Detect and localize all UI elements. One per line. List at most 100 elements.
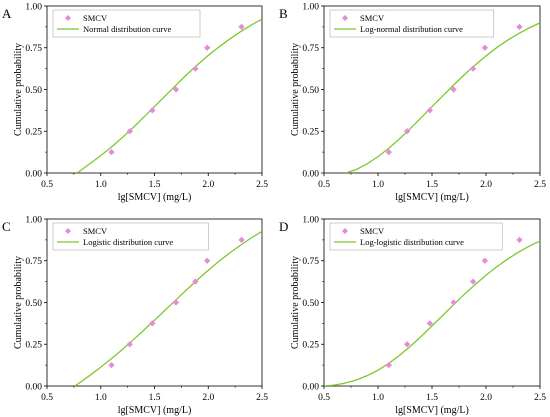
- smcv-data-point: [108, 361, 115, 369]
- panel-letter: D: [279, 219, 288, 234]
- smcv-data-point: [238, 236, 245, 244]
- smcv-data-point: [149, 107, 156, 114]
- y-tick-label: 0.25: [302, 341, 319, 351]
- legend-label-curve: Logistic distribution curve: [83, 237, 173, 247]
- chart-panel-a: 0.5 1.0 1.5 2.0 2.5 0.00 0.25 0.50 0.75 1.00 lg[SM…: [2, 2, 268, 203]
- chart-panel-c: 0.5 1.0 1.5 2.0 2.5 0.00 0.25 0.50 0.75 1.00 lg[SM…: [2, 215, 268, 416]
- x-tick-label: 0.5: [41, 180, 53, 190]
- x-axis-title: lg[SMCV] (mg/L): [118, 192, 192, 203]
- fitted-curve-line: [324, 240, 540, 386]
- legend-point-marker: [342, 228, 348, 234]
- x-tick-label: 2.0: [480, 180, 492, 190]
- y-axis-title: Cumulative probability: [290, 43, 301, 136]
- y-axis-title: Cumulative probability: [290, 256, 301, 349]
- fitted-curve-line: [74, 230, 262, 386]
- smcv-data-point: [403, 128, 411, 135]
- x-tick-label: 0.5: [41, 393, 53, 403]
- y-tick-label: 0.50: [25, 299, 42, 309]
- legend-label-curve: Log-logistic distribution curve: [360, 237, 464, 247]
- x-tick-label: 0.5: [318, 180, 330, 190]
- smcv-data-point: [238, 23, 245, 31]
- x-tick-label: 1.0: [95, 393, 107, 403]
- smcv-data-point: [149, 320, 156, 327]
- y-tick-label: 0.75: [302, 44, 319, 54]
- smcv-data-point: [192, 278, 199, 285]
- y-tick-label: 0.00: [25, 169, 42, 179]
- smcv-data-point: [426, 320, 434, 327]
- panel-letter: C: [2, 219, 11, 234]
- legend-point-marker: [342, 15, 348, 21]
- y-tick-label: 0.25: [302, 128, 319, 138]
- legend-label-smcv: SMCV: [360, 226, 385, 236]
- smcv-data-point: [385, 361, 393, 369]
- x-tick-label: 1.5: [426, 393, 438, 403]
- y-tick-label: 1.00: [302, 215, 319, 225]
- panel-letter: A: [2, 6, 12, 21]
- chart-panel-b: 0.5 1.0 1.5 2.0 2.5 0.00 0.25 0.50 0.75 1.00 lg[SM…: [279, 2, 546, 203]
- y-tick-label: 0.75: [25, 257, 42, 267]
- smcv-data-point: [126, 128, 133, 135]
- x-tick-label: 1.0: [372, 393, 384, 403]
- x-tick-label: 2.5: [256, 180, 268, 190]
- smcv-data-point: [481, 44, 489, 51]
- y-tick-label: 0.50: [302, 299, 319, 309]
- y-tick-label: 1.00: [302, 2, 319, 12]
- legend-label-smcv: SMCV: [83, 13, 108, 23]
- fitted-curve-line: [76, 18, 262, 173]
- smcv-data-point: [108, 148, 115, 156]
- smcv-data-point: [426, 107, 434, 114]
- y-tick-label: 0.00: [25, 382, 42, 392]
- smcv-data-point: [203, 44, 211, 51]
- x-tick-label: 2.0: [202, 180, 214, 190]
- smcv-data-point: [516, 23, 523, 31]
- x-tick-label: 2.5: [256, 393, 268, 403]
- x-tick-label: 2.0: [480, 393, 492, 403]
- y-axis-title: Cumulative probability: [13, 256, 24, 349]
- smcv-data-point: [385, 148, 393, 156]
- x-tick-label: 2.5: [534, 393, 546, 403]
- smcv-data-point: [516, 236, 523, 244]
- legend-box: [329, 9, 495, 38]
- y-tick-label: 1.00: [25, 215, 42, 225]
- x-tick-label: 1.5: [149, 180, 161, 190]
- legend-point-marker: [65, 228, 71, 234]
- smcv-data-point: [481, 257, 489, 264]
- x-tick-label: 2.0: [202, 393, 214, 403]
- y-axis-title: Cumulative probability: [13, 43, 24, 136]
- smcv-data-point: [126, 341, 133, 348]
- smcv-data-point: [203, 257, 211, 264]
- legend-label-curve: Log-normal distribution curve: [360, 24, 463, 34]
- fitted-curve-line: [345, 22, 540, 173]
- legend-box: [52, 222, 209, 251]
- smcv-data-point: [192, 65, 199, 72]
- legend-label-smcv: SMCV: [83, 226, 108, 236]
- y-tick-label: 0.00: [302, 382, 319, 392]
- legend-box: [329, 222, 503, 251]
- smcv-data-point: [172, 299, 180, 306]
- smcv-data-point: [403, 341, 411, 348]
- smcv-data-point: [450, 86, 457, 93]
- chart-panel-d: 0.5 1.0 1.5 2.0 2.5 0.00 0.25 0.50 0.75 1.00 lg[SM…: [279, 215, 546, 416]
- x-tick-label: 1.5: [149, 393, 161, 403]
- y-tick-label: 0.75: [302, 257, 319, 267]
- panel-letter: B: [279, 6, 288, 21]
- y-tick-label: 0.25: [25, 128, 42, 138]
- smcv-data-point: [469, 278, 477, 285]
- y-tick-label: 0.50: [302, 86, 319, 96]
- legend-point-marker: [65, 15, 71, 21]
- x-tick-label: 1.0: [372, 180, 384, 190]
- x-tick-label: 2.5: [534, 180, 546, 190]
- legend-box: [52, 9, 201, 38]
- legend-label-smcv: SMCV: [360, 13, 385, 23]
- smcv-data-point: [172, 86, 180, 93]
- legend-label-curve: Normal distribution curve: [83, 24, 172, 34]
- smcv-data-point: [469, 65, 477, 72]
- y-tick-label: 1.00: [25, 2, 42, 12]
- y-tick-label: 0.75: [25, 44, 42, 54]
- x-tick-label: 1.5: [426, 180, 438, 190]
- smcv-data-point: [450, 299, 457, 306]
- x-tick-label: 0.5: [318, 393, 330, 403]
- y-tick-label: 0.25: [25, 341, 42, 351]
- x-axis-title: lg[SMCV] (mg/L): [395, 405, 469, 416]
